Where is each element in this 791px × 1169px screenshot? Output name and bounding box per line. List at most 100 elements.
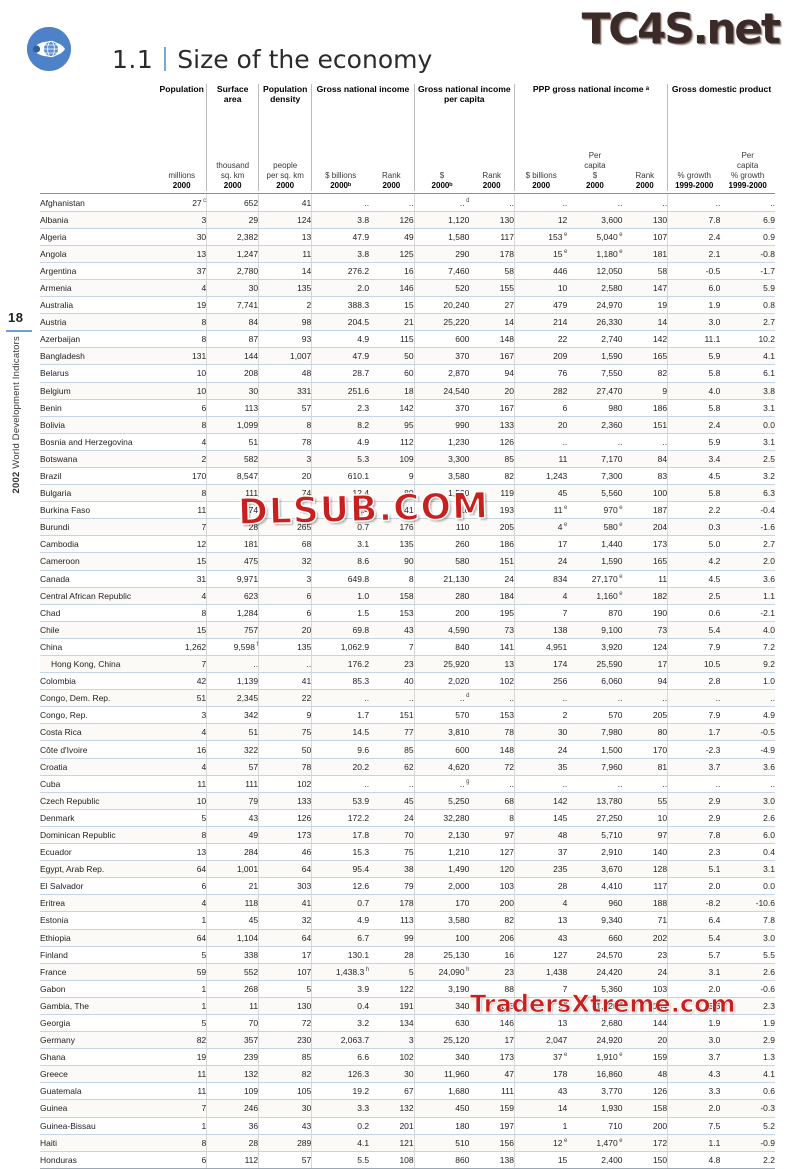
table-row[interactable]: Honduras 6 112 57 5.5 108 860 138 15 2,400 150 4.8 2… <box>40 1151 775 1169</box>
table-row[interactable]: Ghana 19 239 85 6.6 102 340 173 37 e 1,910 e 159 3.7 1… <box>40 1048 775 1067</box>
table-row[interactable]: Ethiopia 64 1,104 64 6.7 99 100 206 43 660 202 5.4 3… <box>40 929 775 947</box>
unit-ppp-percapita-text: Per capita $ <box>584 150 606 180</box>
table-row[interactable]: China 1,262 9,598 f 135 1,062.9 7 840 141 4,951 3,… <box>40 638 775 657</box>
data-cell: 15 <box>369 296 415 315</box>
data-cell: 990 <box>413 416 470 434</box>
table-row[interactable]: Canada 31 9,971 3 649.8 8 21,130 24 834 27,170 e 11… <box>40 570 775 588</box>
table-row[interactable]: Costa Rica 4 51 75 14.5 77 3,810 78 30 7,980 80 1.7… <box>40 723 775 742</box>
table-row[interactable]: Guatemala 11 109 105 19.2 67 1,680 111 43 3,770 12… <box>40 1082 775 1101</box>
table-row[interactable]: Angola 13 1,247 11 3.8 125 290 178 15 e 1,180 e 181 2… <box>40 245 775 263</box>
table-row[interactable]: Gabon 1 268 5 3.9 122 3,190 88 7 5,360 103 2.0 -0.6 <box>40 980 775 998</box>
data-cell: 1,620 e <box>567 997 623 1015</box>
data-cell: 80 <box>622 723 668 742</box>
data-cell: 127 <box>513 946 568 964</box>
table-row[interactable]: Colombia 42 1,139 41 85.3 40 2,020 102 256 6,060 9… <box>40 672 775 691</box>
table-row[interactable]: Bangladesh 131 144 1,007 47.9 50 370 167 209 1,59… <box>40 347 775 366</box>
table-row[interactable]: Bosnia and Herzegovina 4 51 78 4.9 112 1,230 12… <box>40 433 775 451</box>
table-row[interactable]: Armenia 4 30 135 2.0 146 520 155 10 2,580 147 6.0 5.… <box>40 279 775 298</box>
table-row[interactable]: Guinea 7 246 30 3.3 132 450 159 14 1,930 158 2.0 -0.… <box>40 1099 775 1118</box>
data-cell: 88 <box>469 980 515 998</box>
table-row[interactable]: Greece 11 132 82 126.3 30 11,960 47 178 16,860 48 4… <box>40 1065 775 1084</box>
table-row[interactable]: Botswana 2 582 3 5.3 109 3,300 85 11 7,170 84 3.4 2.… <box>40 450 775 468</box>
table-row[interactable]: Australia 19 7,741 2 388.3 15 20,240 27 479 24,97… <box>40 296 775 315</box>
table-row[interactable]: Burundi 7 28 265 0.7 176 110 205 4 e 580 e 204 0.3 -1.… <box>40 518 775 537</box>
data-cell: 48 <box>258 364 312 383</box>
table-row[interactable]: El Salvador 6 21 303 12.6 79 2,000 103 28 4,410 11… <box>40 877 775 896</box>
table-row[interactable]: Czech Republic 10 79 133 53.9 45 5,250 68 142 13,… <box>40 792 775 810</box>
table-row[interactable]: Guinea-Bissau 1 36 43 0.2 201 180 197 1 710 200 7.5… <box>40 1117 775 1135</box>
data-cell: 48 <box>622 1065 668 1084</box>
table-row[interactable]: Finland 5 338 17 130.1 28 25,130 16 127 24,570 23 5… <box>40 946 775 964</box>
data-cell: 32 <box>258 552 312 571</box>
table-row[interactable]: Bolivia 8 1,099 8 8.2 95 990 133 20 2,360 151 2.4 0.… <box>40 416 775 434</box>
table-row[interactable]: Cuba 11 111 102...... g............ <box>40 775 775 793</box>
table-row[interactable]: Congo, Dem. Rep. 51 2,345 22...... d........… <box>40 689 775 708</box>
table-row[interactable]: Belgium 10 30 331 251.6 18 24,540 20 282 27,470 9 4… <box>40 382 775 400</box>
table-row[interactable]: Austria 8 84 98 204.5 21 25,220 14 214 26,330 14 3.… <box>40 313 775 332</box>
table-row[interactable]: Belarus 10 208 48 28.7 60 2,870 94 76 7,550 82 5.8 6… <box>40 364 775 383</box>
data-cell: 1,440 <box>567 535 623 554</box>
table-row[interactable]: Estonia 1 45 32 4.9 113 3,580 82 13 9,340 71 6.4 7.8 <box>40 911 775 930</box>
table-row[interactable]: Germany 82 357 230 2,063.7 3 25,120 17 2,047 24,9… <box>40 1031 775 1050</box>
data-cell: 552 <box>206 963 259 981</box>
table-row[interactable]: France 59 552 107 1,438.3 h 5 24,090 h 23 1,438 24,… <box>40 963 775 981</box>
data-cell: 27 <box>469 296 515 315</box>
table-row[interactable]: Brazil 170 8,547 20 610.1 9 3,580 82 1,243 7,300 8… <box>40 467 775 486</box>
table-row[interactable]: Afghanistan 27 c 652 41...... d............ <box>40 193 775 212</box>
data-cell: 82 <box>469 911 515 930</box>
country-name: Guinea <box>40 1099 158 1118</box>
data-cell: 187 <box>622 501 668 520</box>
table-row[interactable]: Egypt, Arab Rep. 64 1,001 64 95.4 38 1,490 120 2… <box>40 860 775 879</box>
table-row[interactable]: Cambodia 12 181 68 3.1 135 260 186 17 1,440 173 5.0… <box>40 535 775 554</box>
data-cell: 5,250 <box>413 792 470 810</box>
data-cell: 5,560 <box>567 484 623 503</box>
country-name: Botswana <box>40 450 158 468</box>
data-cell: 158 <box>369 587 415 605</box>
data-cell: 6.6 <box>311 1048 370 1067</box>
table-row[interactable]: Gambia, The 1 11 130 0.4 191 340 173 2 e 1,620 e 164… <box>40 997 775 1015</box>
data-cell: 87 <box>206 330 259 349</box>
table-row[interactable]: Côte d'Ivoire 16 322 50 9.6 85 600 148 24 1,500 17… <box>40 740 775 759</box>
table-row[interactable]: Azerbaijan 8 87 93 4.9 115 600 148 22 2,740 142 11.… <box>40 330 775 349</box>
table-row[interactable]: Denmark 5 43 126 172.2 24 32,280 8 145 27,250 10 2.… <box>40 809 775 827</box>
data-cell: 3.9 <box>311 980 370 998</box>
table-row[interactable]: Croatia 4 57 78 20.2 62 4,620 72 35 7,960 81 3.7 3.6 <box>40 758 775 776</box>
data-cell: 0.7 <box>311 894 370 913</box>
data-cell: 14 <box>513 1099 568 1118</box>
data-cell: 107 <box>258 963 312 981</box>
data-cell: .. <box>206 655 259 674</box>
data-cell: 17 <box>469 1031 515 1050</box>
data-cell: 20 <box>469 382 515 400</box>
table-row[interactable]: Albania 3 29 124 3.8 126 1,120 130 12 3,600 130 7.8… <box>40 211 775 229</box>
table-row[interactable]: Eritrea 4 118 41 0.7 178 170 200 4 960 188 -8.2 -10.… <box>40 894 775 913</box>
data-cell: 3.0 <box>720 929 775 947</box>
data-cell: 1,438.3 h <box>311 963 370 981</box>
table-row[interactable]: Dominican Republic 8 49 173 17.8 70 2,130 97 48 5… <box>40 826 775 845</box>
table-row[interactable]: Chile 15 757 20 69.8 43 4,590 73 138 9,100 73 5.4 4.… <box>40 621 775 639</box>
table-row[interactable]: Argentina 37 2,780 14 276.2 16 7,460 58 446 12,05… <box>40 262 775 280</box>
data-cell: 6.7 <box>311 929 370 947</box>
data-cell: 78 <box>258 433 312 451</box>
table-row[interactable]: Algeria 30 2,382 13 47.9 49 1,580 117 153 e 5,040 e… <box>40 228 775 246</box>
data-cell: 24 <box>622 963 668 981</box>
table-row[interactable]: Benin 6 113 57 2.3 142 370 167 6 980 186 5.8 3.1 <box>40 399 775 417</box>
data-cell: -0.8 <box>720 245 775 263</box>
data-cell: 190 <box>622 604 668 622</box>
table-row[interactable]: Burkina Faso 11 274 41 2.4 141 210 193 11 e 970 e 18… <box>40 501 775 520</box>
footnote-marker: e <box>563 1052 568 1059</box>
table-row[interactable]: Hong Kong, China 7.... 176.2 23 25,920 13 174 2… <box>40 655 775 674</box>
table-row[interactable]: Cameroon 15 475 32 8.6 90 580 151 24 1,590 165 4.2 2… <box>40 552 775 571</box>
table-row[interactable]: Haiti 8 28 289 4.1 121 510 156 12 e 1,470 e 172 1.1 -0… <box>40 1134 775 1152</box>
data-cell: 1,180 e <box>567 245 623 263</box>
table-row[interactable]: Ecuador 13 284 46 15.3 75 1,210 127 37 2,910 140 2.… <box>40 843 775 862</box>
data-cell: 230 <box>258 1031 312 1050</box>
data-cell: 7.9 <box>667 638 721 657</box>
table-row[interactable]: Congo, Rep. 3 342 9 1.7 151 570 153 2 570 205 7.9 4.… <box>40 706 775 725</box>
table-row[interactable]: Chad 8 1,284 6 1.5 153 200 195 7 870 190 0.6 -2.1 <box>40 604 775 622</box>
data-cell: 173 <box>622 535 668 554</box>
table-row[interactable]: Central African Republic 4 623 6 1.0 158 280 18… <box>40 587 775 605</box>
data-cell: 2,382 <box>206 228 259 246</box>
table-row[interactable]: Bulgaria 8 111 74 12.4 80 1,520 119 45 5,560 100 5.… <box>40 484 775 503</box>
data-cell: 150 <box>622 1151 668 1169</box>
data-cell: 3.7 <box>667 1048 721 1067</box>
